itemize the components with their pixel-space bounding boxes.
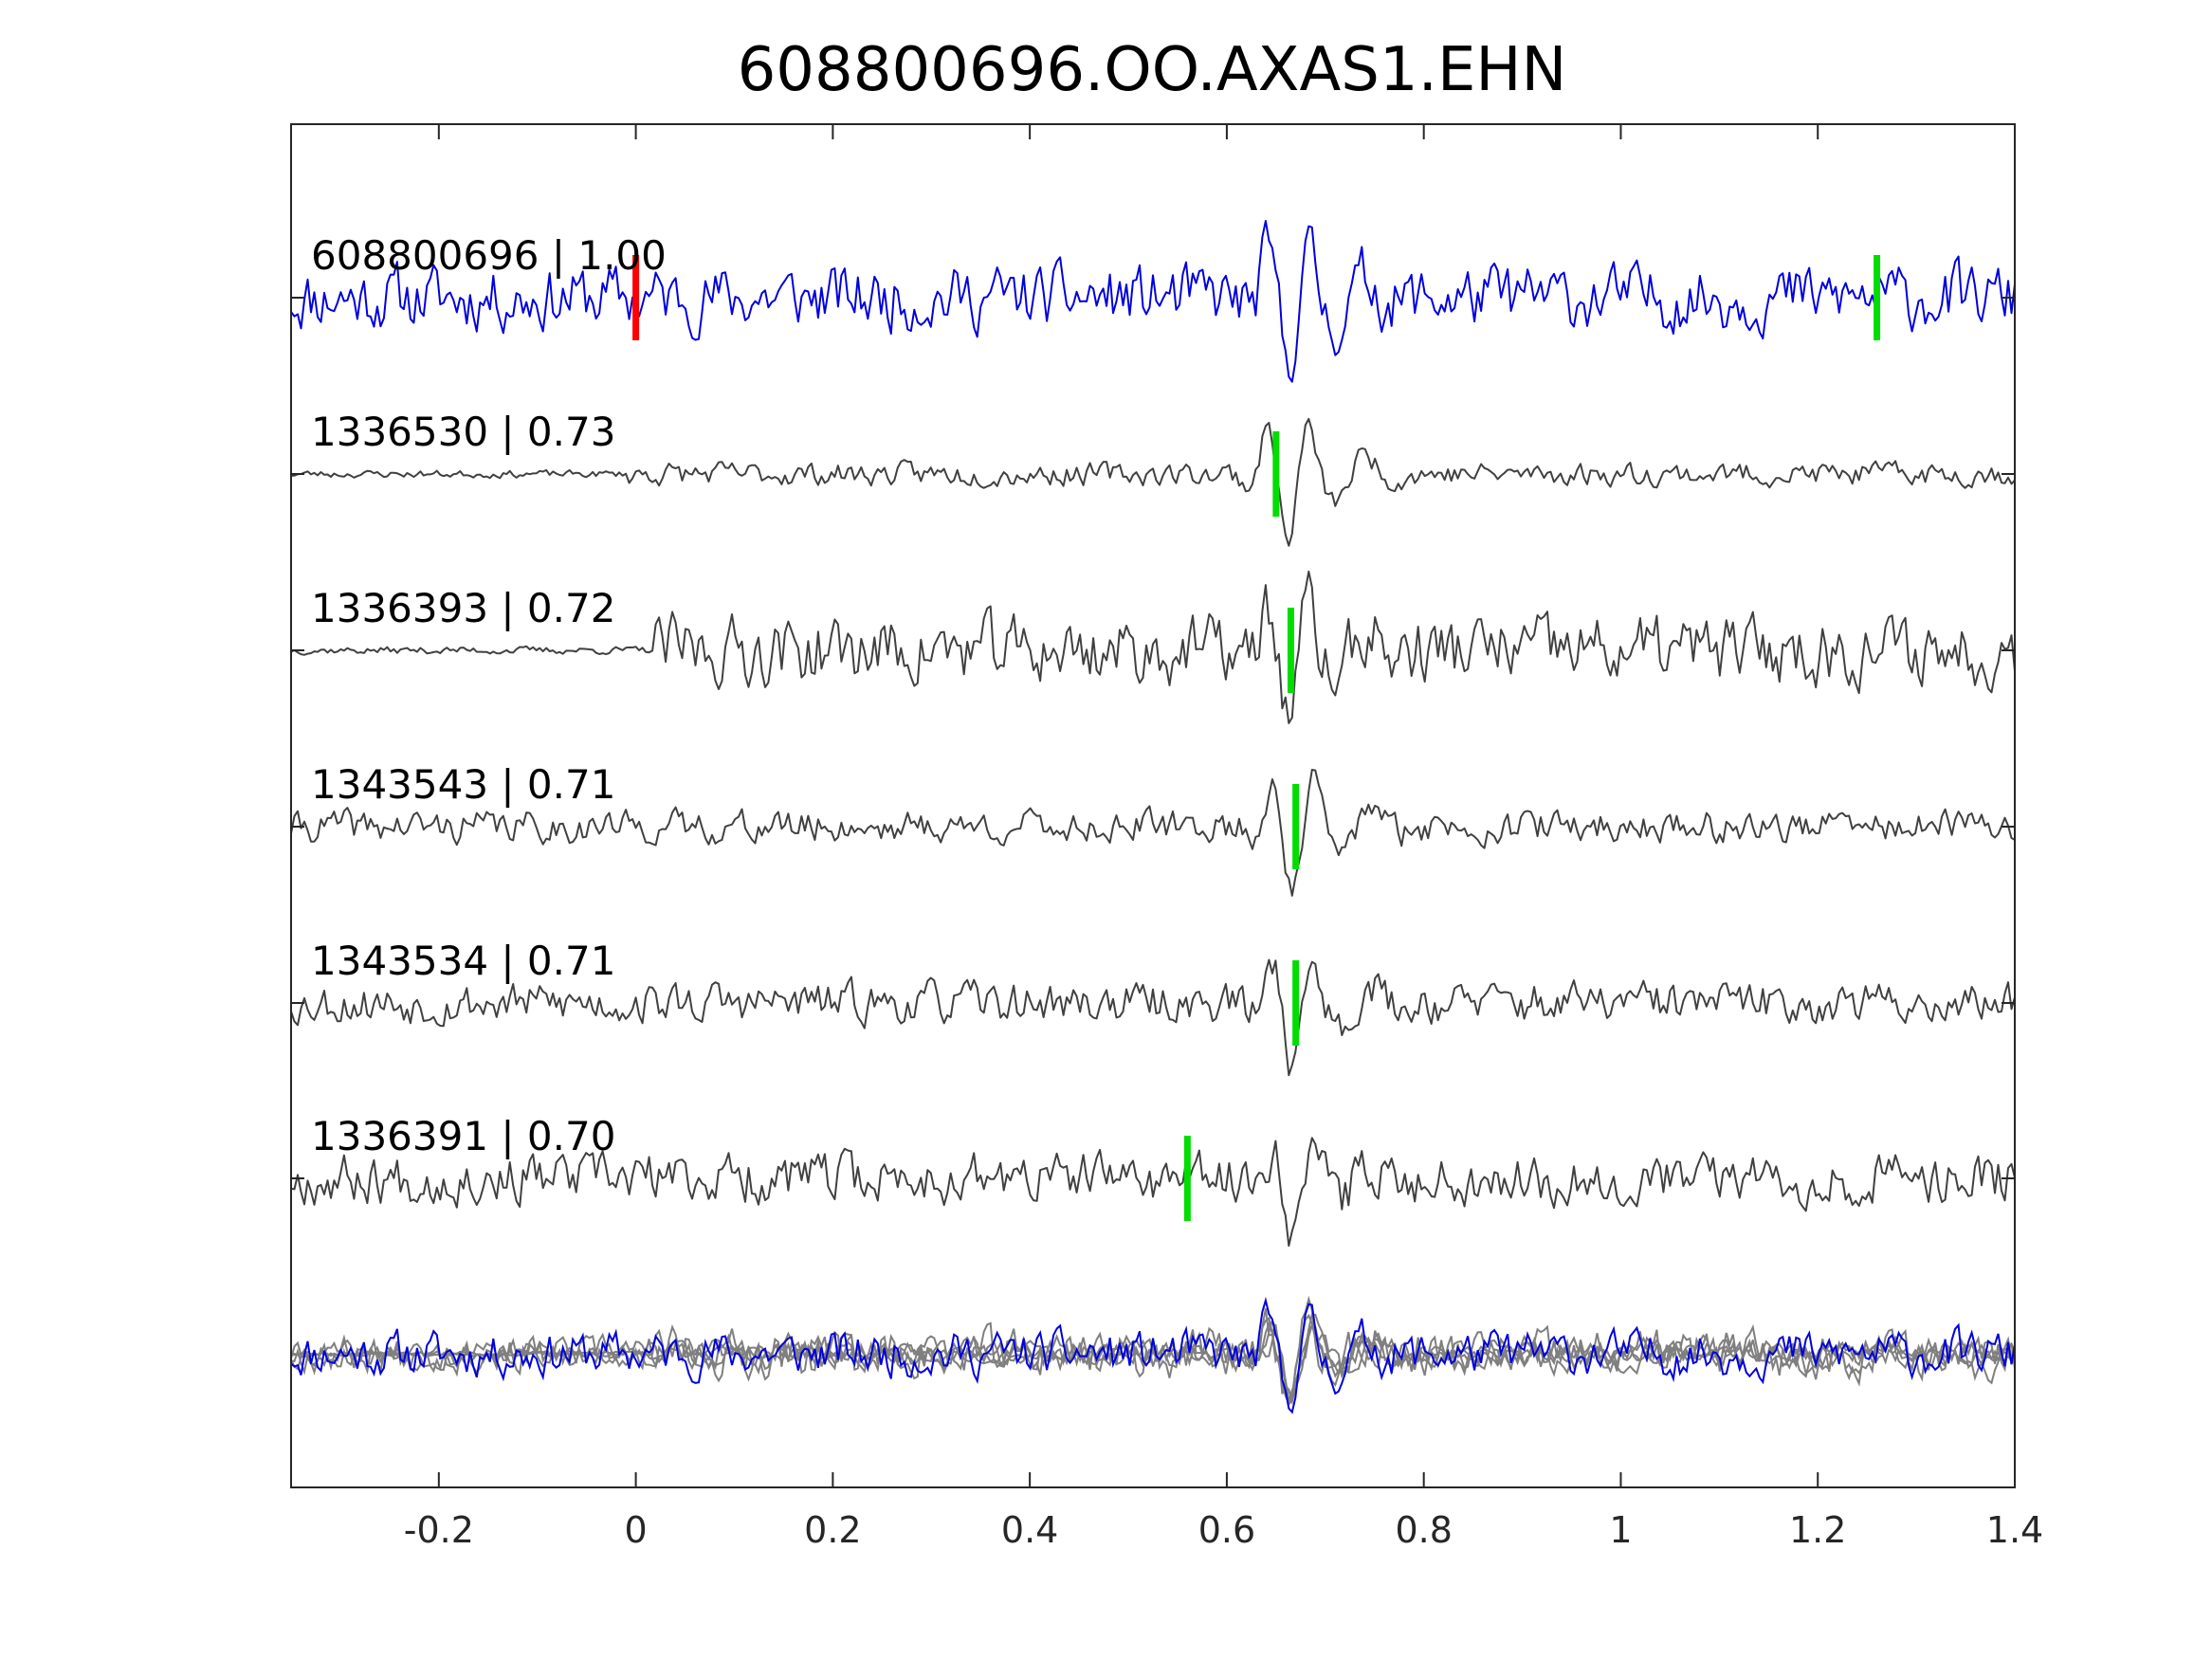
overlay-panel — [290, 1295, 2016, 1414]
trace-1343543: 1343543 | 0.71 — [290, 761, 2016, 897]
trace-label: 1336391 | 0.70 — [311, 1113, 615, 1159]
trace-line — [290, 570, 2016, 724]
trace-line — [290, 1137, 2016, 1248]
trace-label: 608800696 | 1.00 — [311, 232, 667, 279]
x-tick-label: 0.2 — [804, 1509, 861, 1551]
x-tick-label: -0.2 — [404, 1509, 474, 1551]
trace-label: 1336530 | 0.73 — [311, 409, 615, 455]
x-tick-label: 1.4 — [1986, 1509, 2043, 1551]
axes-frame — [290, 123, 2016, 1488]
chart-title: 608800696.OO.AXAS1.EHN — [738, 35, 1567, 105]
x-tick-label: 0.6 — [1198, 1509, 1255, 1551]
x-axis: -0.2 0 0.2 0.4 0.6 0.8 1 1.2 1.4 — [404, 124, 2043, 1551]
trace-line — [290, 958, 2016, 1077]
trace-608800696: 608800696 | 1.00 — [290, 220, 2016, 383]
trace-1336391: 1336391 | 0.70 — [290, 1113, 2016, 1248]
x-tick-label: 0 — [625, 1509, 648, 1551]
trace-label: 1336393 | 0.72 — [311, 585, 615, 631]
trace-1336530: 1336530 | 0.73 — [291, 409, 2016, 547]
overlay-trace-608800696 — [290, 1296, 2016, 1414]
x-tick-label: 0.4 — [1001, 1509, 1058, 1551]
trace-1343534: 1343534 | 0.71 — [290, 938, 2016, 1077]
trace-stack: 608800696 | 1.00 1336530 | 0.73 1336393 | … — [290, 220, 2016, 1248]
x-tick-label: 0.8 — [1395, 1509, 1452, 1551]
trace-line — [290, 220, 2016, 383]
x-tick-label: 1.2 — [1789, 1509, 1846, 1551]
trace-1336393: 1336393 | 0.72 — [290, 570, 2016, 724]
overlay-trace-1336391 — [290, 1323, 2016, 1401]
trace-line — [290, 769, 2016, 897]
x-tick-label: 1 — [1609, 1509, 1632, 1551]
trace-label: 1343534 | 0.71 — [311, 938, 615, 984]
trace-label: 1343543 | 0.71 — [311, 761, 615, 808]
trace-line — [291, 417, 2016, 547]
